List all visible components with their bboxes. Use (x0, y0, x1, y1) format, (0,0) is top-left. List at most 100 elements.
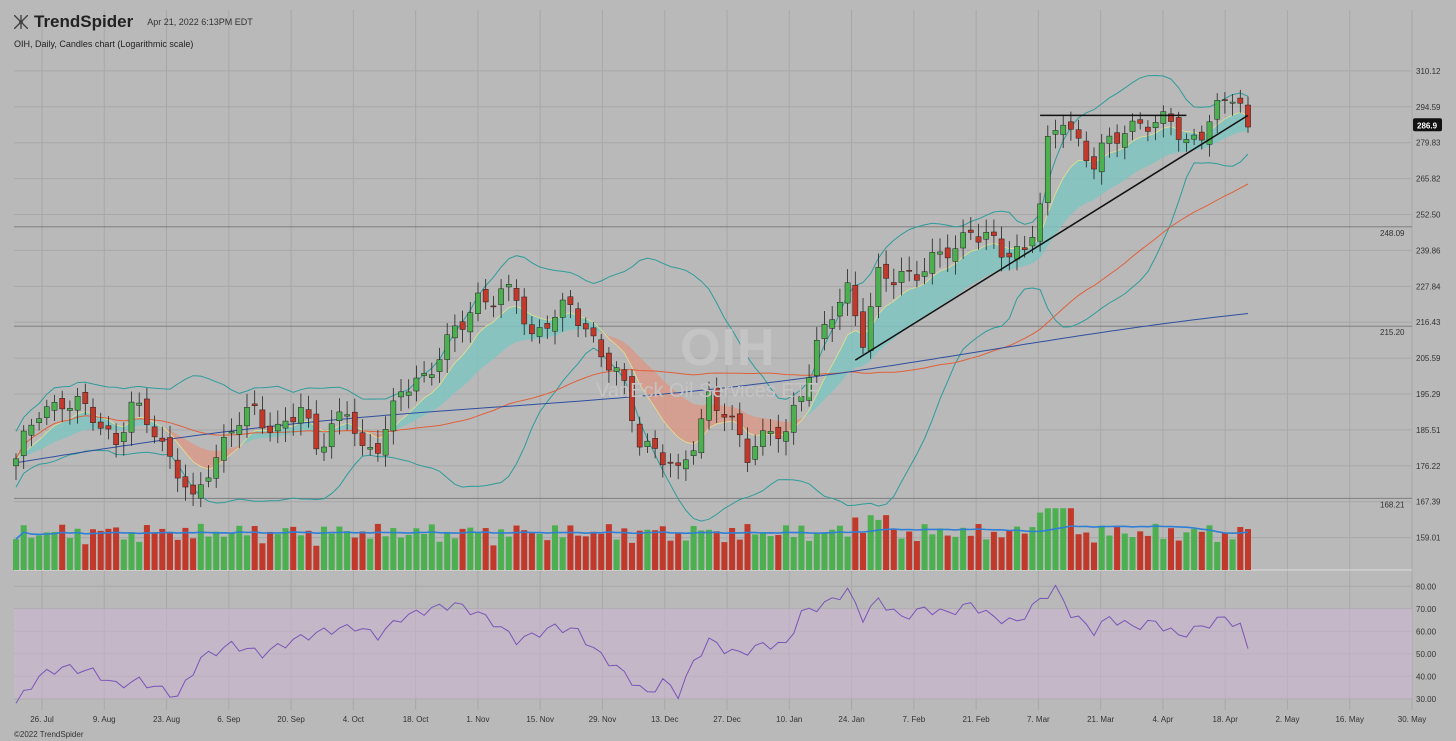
candle-body (405, 391, 412, 396)
candle-body (829, 319, 836, 329)
candle-body (1183, 139, 1190, 144)
ema-cloud-segment (193, 444, 201, 467)
ema-cloud-segment (1047, 193, 1056, 246)
volume-bar (744, 524, 751, 570)
ema-cloud-segment (485, 321, 494, 365)
volume-bar (605, 524, 612, 570)
candle-body (498, 288, 504, 305)
volume-bar (251, 526, 258, 570)
volume-bar (821, 533, 828, 570)
candle-body (467, 312, 474, 333)
ema-cloud-segment (1217, 118, 1225, 143)
candle-body (629, 376, 635, 421)
volume-bar (159, 528, 166, 570)
volume-bar (867, 515, 874, 570)
candle-body (713, 387, 720, 411)
volume-bar (706, 529, 712, 570)
volume-bar (451, 538, 458, 570)
candle-body (444, 334, 451, 360)
candle-body (1098, 142, 1105, 173)
date-tick-label: 18. Apr (1213, 715, 1239, 724)
date-tick-label: 15. Nov (526, 715, 554, 724)
volume-bar (1121, 533, 1128, 570)
volume-bar (1075, 534, 1082, 570)
volume-bar (1083, 532, 1090, 570)
volume-bar (1014, 526, 1020, 570)
ema-cloud-segment (655, 371, 663, 421)
candle-body (290, 417, 297, 423)
volume-bar (667, 540, 674, 570)
volume-bar (97, 530, 104, 570)
volume-bar (321, 526, 327, 570)
volume-bar (921, 524, 928, 570)
volume-bar (382, 536, 389, 570)
volume-bar (1191, 528, 1198, 570)
volume-bar (1037, 512, 1044, 570)
volume-bar (367, 538, 374, 570)
volume-bar (467, 527, 474, 570)
candle-body (82, 391, 89, 404)
volume-bar (875, 519, 882, 570)
volume-bar (20, 525, 27, 570)
volume-bar (1214, 541, 1221, 570)
price-tick-label: 239.86 (1416, 246, 1441, 255)
chart-grid (14, 10, 1413, 710)
candle-body (43, 406, 50, 418)
volume-bar (990, 531, 997, 570)
candle-body (513, 288, 520, 301)
volume-bar (475, 532, 481, 570)
volume-bar (459, 528, 466, 570)
last-price-tag (1413, 118, 1442, 132)
trendspider-logo-icon (14, 15, 28, 29)
candle-body (1114, 132, 1120, 144)
candle-body (690, 450, 697, 456)
candle-body (960, 232, 966, 249)
candle-body (521, 296, 528, 325)
candle-body (452, 325, 458, 339)
uptrend-line (854, 114, 1249, 361)
volume-bar (613, 539, 620, 570)
volume-bar (313, 545, 320, 570)
volume-bar (759, 532, 766, 570)
volume-bar (82, 544, 89, 570)
candle-body (36, 418, 42, 423)
candle-body (336, 411, 343, 422)
candle-body (1222, 99, 1228, 101)
date-tick-label: 21. Mar (1087, 715, 1114, 724)
volume-bar (844, 536, 851, 570)
volume-bar (913, 541, 920, 570)
candle-body (621, 369, 628, 381)
candle-body (28, 424, 35, 436)
ema-cloud-segment (816, 378, 825, 408)
ema-cloud-segment (493, 314, 502, 360)
volume-bar (675, 532, 682, 570)
volume-bar (1175, 540, 1182, 570)
candle-body (529, 324, 535, 335)
ema-cloud-segment (478, 326, 486, 372)
candle-body (813, 340, 820, 376)
volume-bar (344, 531, 351, 570)
volume-bar (120, 539, 127, 570)
ema-cloud-segment (1040, 212, 1048, 258)
price-tick-label: 265.82 (1416, 175, 1441, 184)
volume-bar (359, 531, 366, 570)
candle-body (398, 391, 404, 398)
ema-cloud-segment (647, 364, 656, 408)
candle-body (783, 431, 789, 442)
candle-body (1037, 203, 1043, 242)
candle-body (1198, 131, 1205, 141)
volume-bar (1221, 532, 1228, 570)
ema-cloud-segment (1132, 137, 1141, 175)
candle-body (1029, 237, 1036, 247)
ema-cloud-segment (1117, 147, 1125, 185)
volume-bar (713, 531, 720, 570)
volume-bar (983, 539, 990, 570)
ema-cloud-segment (986, 243, 994, 277)
date-tick-label: 26. Jul (30, 715, 54, 724)
volume-bar (1245, 529, 1251, 570)
volume-bar (567, 525, 574, 570)
volume-bar (1160, 538, 1167, 570)
horizontal-levels: 248.09 215.20 168.21 (14, 226, 1412, 509)
candle-body (806, 377, 812, 401)
